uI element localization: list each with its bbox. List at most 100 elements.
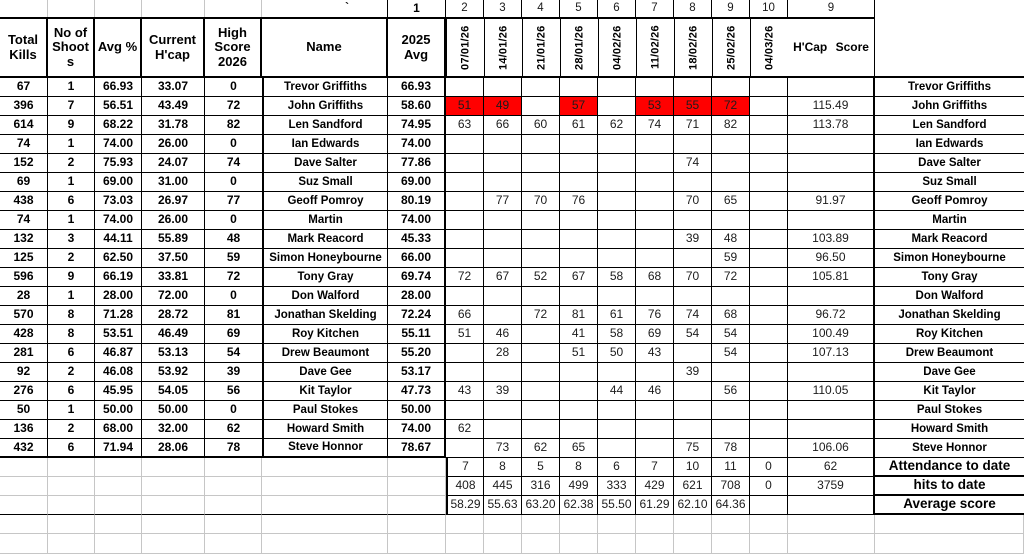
kills-cell[interactable]: 276 <box>0 382 48 401</box>
summary-value-cell[interactable]: 63.20 <box>522 496 560 515</box>
high-score-cell[interactable]: 39 <box>205 363 262 382</box>
avg-2025-cell[interactable]: 72.24 <box>388 306 446 325</box>
col-number-cell[interactable]: 7 <box>636 0 674 17</box>
avg-2025-cell[interactable]: 74.00 <box>388 211 446 230</box>
kills-cell[interactable]: 152 <box>0 154 48 173</box>
hcap-score-cell[interactable]: 103.89 <box>788 230 875 249</box>
score-cell[interactable]: 68 <box>636 268 674 287</box>
summary-value-cell[interactable]: 7 <box>636 458 674 477</box>
summary-value-cell[interactable]: 0 <box>750 458 788 477</box>
score-cell[interactable] <box>674 173 712 192</box>
score-cell[interactable] <box>636 211 674 230</box>
score-cell[interactable] <box>522 154 560 173</box>
avg-cell[interactable]: 50.00 <box>95 401 142 420</box>
hcap-cell[interactable]: 24.07 <box>142 154 205 173</box>
score-cell[interactable]: 60 <box>522 116 560 135</box>
score-cell[interactable] <box>560 287 598 306</box>
summary-value-cell[interactable]: 5 <box>522 458 560 477</box>
avg-2025-cell[interactable]: 45.33 <box>388 230 446 249</box>
score-cell[interactable] <box>598 173 636 192</box>
header-date[interactable]: 18/02/26 <box>674 17 712 78</box>
high-score-cell[interactable]: 82 <box>205 116 262 135</box>
summary-value-cell[interactable]: 11 <box>712 458 750 477</box>
kills-cell[interactable]: 396 <box>0 97 48 116</box>
col-number-cell[interactable]: 4 <box>522 0 560 17</box>
avg-2025-cell[interactable]: 50.00 <box>388 401 446 420</box>
score-cell[interactable] <box>750 78 788 97</box>
player-name-cell[interactable]: John Griffiths <box>262 97 388 116</box>
avg-cell[interactable]: 69.00 <box>95 173 142 192</box>
hcap-score-cell[interactable]: 96.72 <box>788 306 875 325</box>
high-score-cell[interactable]: 59 <box>205 249 262 268</box>
player-name-right-cell[interactable]: Ian Edwards <box>875 135 1024 154</box>
player-name-cell[interactable]: Simon Honeybourne <box>262 249 388 268</box>
player-name-right-cell[interactable]: Geoff Pomroy <box>875 192 1024 211</box>
score-cell[interactable]: 51 <box>446 97 484 116</box>
score-cell[interactable] <box>598 97 636 116</box>
col-number-cell[interactable] <box>142 0 205 17</box>
score-cell[interactable] <box>750 192 788 211</box>
hcap-cell[interactable]: 55.89 <box>142 230 205 249</box>
player-name-cell[interactable]: Howard Smith <box>262 420 388 439</box>
player-name-cell[interactable]: Jonathan Skelding <box>262 306 388 325</box>
score-cell[interactable]: 51 <box>560 344 598 363</box>
score-cell[interactable]: 49 <box>484 97 522 116</box>
header-date[interactable]: 04/02/26 <box>598 17 636 78</box>
header-total-kills[interactable]: Total Kills <box>0 17 48 78</box>
score-cell[interactable]: 74 <box>674 306 712 325</box>
score-cell[interactable]: 62 <box>522 439 560 458</box>
shoots-cell[interactable]: 1 <box>48 78 95 97</box>
summary-value-cell[interactable]: 499 <box>560 477 598 496</box>
shoots-cell[interactable]: 8 <box>48 306 95 325</box>
score-cell[interactable]: 67 <box>484 268 522 287</box>
score-cell[interactable]: 62 <box>598 116 636 135</box>
summary-value-cell[interactable] <box>750 496 788 515</box>
score-cell[interactable] <box>750 344 788 363</box>
score-cell[interactable] <box>750 363 788 382</box>
avg-2025-cell[interactable]: 58.60 <box>388 97 446 116</box>
hcap-score-cell[interactable] <box>788 211 875 230</box>
player-name-right-cell[interactable]: Jonathan Skelding <box>875 306 1024 325</box>
score-cell[interactable]: 55 <box>674 97 712 116</box>
header-date[interactable]: 11/02/26 <box>636 17 674 78</box>
player-name-right-cell[interactable]: Mark Reacord <box>875 230 1024 249</box>
score-cell[interactable]: 58 <box>598 325 636 344</box>
score-cell[interactable]: 56 <box>712 382 750 401</box>
hcap-cell[interactable]: 50.00 <box>142 401 205 420</box>
high-score-cell[interactable]: 0 <box>205 211 262 230</box>
score-cell[interactable] <box>750 325 788 344</box>
avg-2025-cell[interactable]: 55.20 <box>388 344 446 363</box>
avg-2025-cell[interactable]: 55.11 <box>388 325 446 344</box>
score-cell[interactable] <box>560 78 598 97</box>
score-cell[interactable] <box>522 135 560 154</box>
hcap-score-cell[interactable]: 113.78 <box>788 116 875 135</box>
shoots-cell[interactable]: 2 <box>48 154 95 173</box>
avg-cell[interactable]: 56.51 <box>95 97 142 116</box>
shoots-cell[interactable]: 3 <box>48 230 95 249</box>
score-cell[interactable]: 54 <box>712 344 750 363</box>
score-cell[interactable]: 74 <box>674 154 712 173</box>
player-name-cell[interactable]: Mark Reacord <box>262 230 388 249</box>
hcap-cell[interactable]: 33.81 <box>142 268 205 287</box>
hcap-score-cell[interactable] <box>788 420 875 439</box>
score-cell[interactable] <box>674 78 712 97</box>
kills-cell[interactable]: 132 <box>0 230 48 249</box>
player-name-cell[interactable]: Roy Kitchen <box>262 325 388 344</box>
player-name-cell[interactable]: Tony Gray <box>262 268 388 287</box>
score-cell[interactable]: 54 <box>674 325 712 344</box>
hcap-cell[interactable]: 26.97 <box>142 192 205 211</box>
player-name-right-cell[interactable]: Trevor Griffiths <box>875 78 1024 97</box>
score-cell[interactable]: 39 <box>484 382 522 401</box>
summary-value-cell[interactable]: 7 <box>446 458 484 477</box>
score-cell[interactable] <box>522 382 560 401</box>
avg-cell[interactable]: 44.11 <box>95 230 142 249</box>
player-name-cell[interactable]: Steve Honnor <box>262 439 388 458</box>
score-cell[interactable]: 39 <box>674 230 712 249</box>
player-name-cell[interactable]: Paul Stokes <box>262 401 388 420</box>
score-cell[interactable] <box>522 401 560 420</box>
score-cell[interactable]: 82 <box>712 116 750 135</box>
avg-cell[interactable]: 46.08 <box>95 363 142 382</box>
avg-2025-cell[interactable]: 69.00 <box>388 173 446 192</box>
avg-2025-cell[interactable]: 28.00 <box>388 287 446 306</box>
summary-value-cell[interactable]: 445 <box>484 477 522 496</box>
